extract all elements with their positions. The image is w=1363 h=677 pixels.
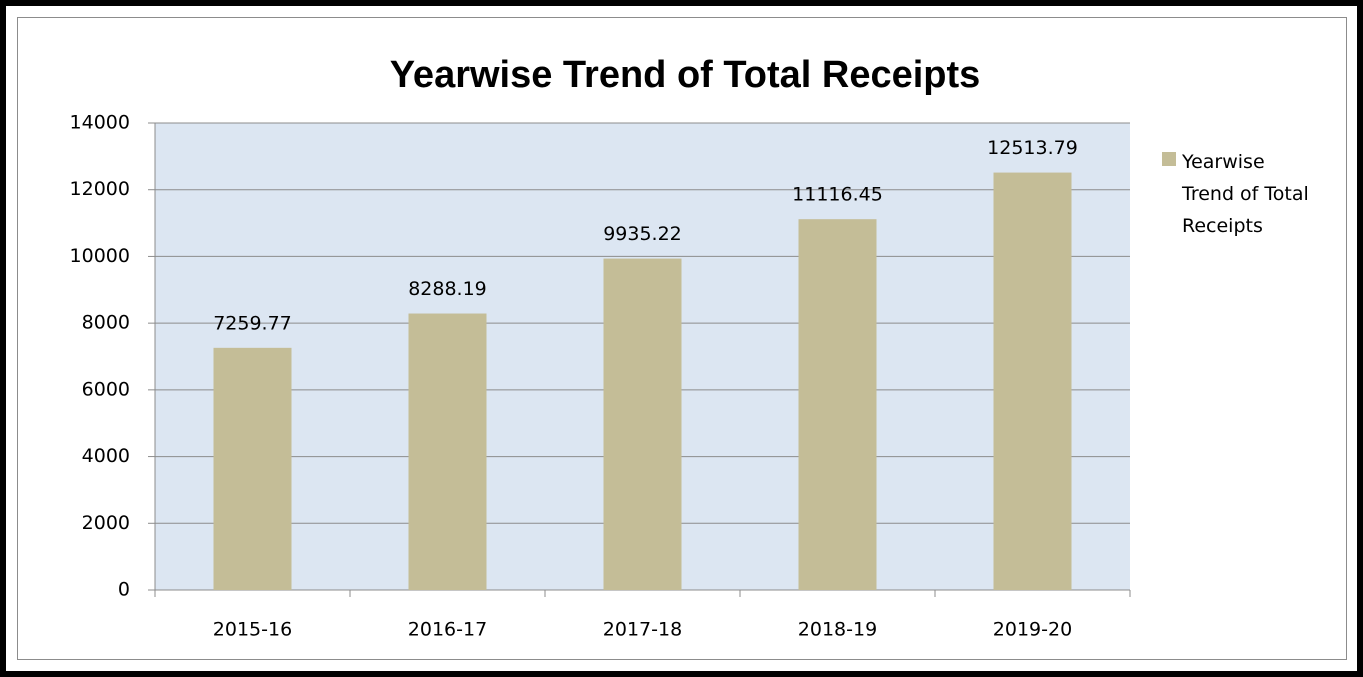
data-label: 8288.19 [408,278,487,300]
legend-swatch [1162,152,1176,166]
bar [993,172,1072,590]
y-tick-label: 8000 [82,312,130,334]
chart-title: Yearwise Trend of Total Receipts [390,54,981,96]
x-tick-label: 2017-18 [603,619,682,641]
data-label: 7259.77 [213,312,292,334]
bar [408,313,487,590]
bar [213,347,292,590]
chart-frame [17,17,1347,660]
y-tick-label: 10000 [70,245,130,267]
x-tick-label: 2016-17 [408,619,487,641]
legend-label: Yearwise Trend of Total Receipts [1182,151,1309,237]
data-label: 9935.22 [603,223,682,245]
y-tick-label: 12000 [70,178,130,200]
y-tick-label: 6000 [82,378,130,400]
bar [603,258,682,590]
x-tick-label: 2018-19 [798,619,877,641]
x-tick-label: 2019-20 [993,619,1072,641]
y-tick-label: 14000 [70,112,130,134]
y-tick-label: 4000 [82,445,130,467]
data-label: 12513.79 [987,137,1078,159]
y-tick-label: 0 [118,579,130,601]
x-tick-label: 2015-16 [213,619,292,641]
y-tick-label: 2000 [82,512,130,534]
bar [798,219,877,590]
data-label: 11116.45 [792,184,883,206]
